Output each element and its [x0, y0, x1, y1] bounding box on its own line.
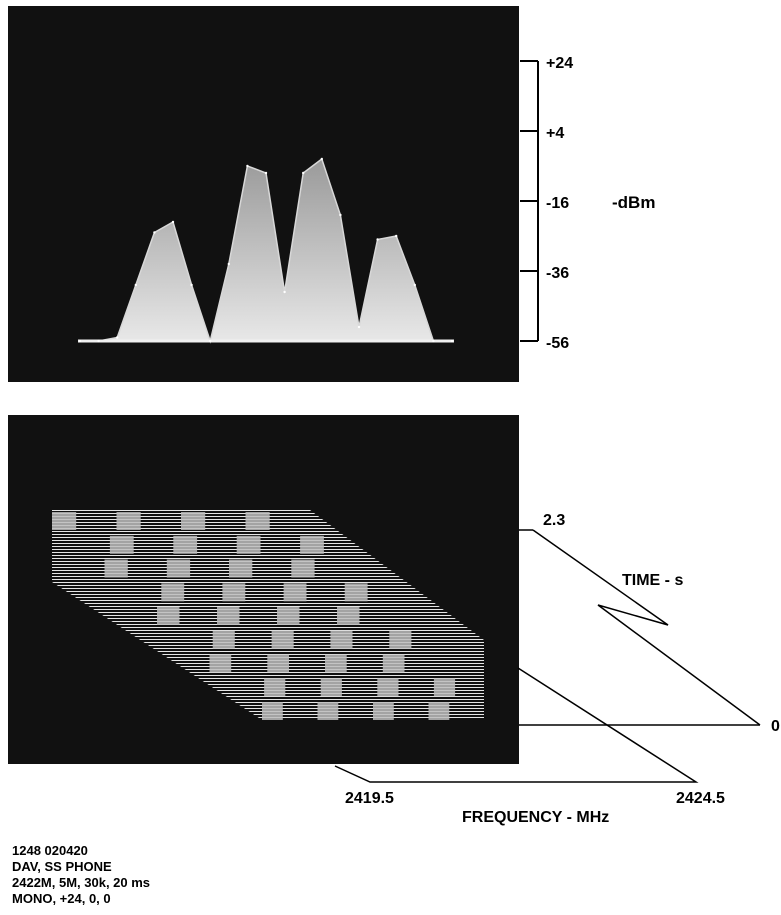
dbm-tick-label: +4	[546, 125, 564, 142]
waterfall-block	[212, 630, 235, 649]
waterfall-block	[337, 607, 360, 625]
dbm-tick-label: +24	[546, 55, 573, 72]
waterfall-block	[267, 654, 289, 673]
waterfall-block	[116, 512, 141, 530]
waterfall-block	[433, 678, 456, 697]
note-line: MONO, +24, 0, 0	[12, 891, 111, 906]
waterfall-block	[229, 559, 253, 578]
spectrum-area	[80, 157, 452, 344]
spectrum-point	[153, 231, 156, 234]
waterfall-block	[271, 630, 294, 649]
spectrum-trace	[78, 157, 454, 344]
waterfall-block	[262, 702, 283, 720]
spectrum-point	[450, 339, 454, 343]
waterfall-block	[373, 702, 394, 720]
frequency-axis: 2419.5 2424.5 FREQUENCY - MHz	[334, 667, 725, 826]
spectrum-point	[116, 336, 119, 339]
waterfall-block	[109, 535, 134, 554]
spectrum-point	[395, 234, 398, 238]
waterfall-block	[181, 512, 206, 530]
waterfall-block	[161, 583, 185, 602]
spectrum-point	[432, 339, 435, 343]
spectrum-point	[78, 339, 82, 343]
waterfall-block	[157, 607, 180, 625]
spectrum-point	[283, 290, 286, 294]
spectrum-point	[246, 164, 249, 168]
spectrum-point	[302, 171, 305, 175]
dbm-tick-label: -16	[546, 195, 569, 212]
spectrum-point	[97, 339, 100, 343]
spectrum-point	[320, 157, 323, 161]
spectrum-point	[264, 171, 268, 175]
waterfall-block	[317, 702, 339, 720]
waterfall-block	[217, 607, 240, 625]
waterfall-block	[389, 630, 412, 649]
frequency-axis-line	[334, 667, 699, 783]
frequency-axis-label: FREQUENCY - MHz	[462, 809, 609, 826]
time-tick-label: 2.3	[543, 512, 565, 529]
spectrum-point	[209, 339, 212, 343]
waterfall-block	[173, 535, 198, 554]
dbm-unit-label: -dBm	[612, 193, 655, 212]
waterfall-block	[245, 512, 270, 530]
spectrum-point	[339, 213, 342, 217]
waterfall-block	[264, 678, 286, 697]
waterfall-block	[277, 607, 300, 625]
waterfall-blocks	[52, 512, 456, 720]
waterfall-block	[166, 559, 191, 578]
waterfall-block	[209, 654, 232, 673]
waterfall-block	[222, 583, 246, 602]
waterfall-plane	[52, 510, 484, 720]
spectrum-point	[134, 283, 137, 287]
acquisition-notes: 1248 020420 DAV, SS PHONE 2422M, 5M, 30k…	[12, 843, 150, 907]
time-tick-label: 0	[771, 718, 780, 735]
dbm-scale: +24 +4 -16 -36 -56 -dBm	[520, 55, 655, 352]
waterfall-block	[428, 702, 450, 720]
waterfall-block	[236, 535, 261, 554]
waterfall-block	[320, 678, 342, 697]
note-line: 2422M, 5M, 30k, 20 ms	[12, 875, 151, 890]
spectrum-point	[376, 238, 379, 241]
note-line: 1248 020420	[12, 843, 88, 858]
waterfall-block	[344, 583, 368, 602]
waterfall-block	[330, 630, 353, 649]
spectrum-point	[413, 283, 416, 287]
waterfall-block	[52, 512, 77, 530]
waterfall-block	[382, 654, 405, 673]
spectrum-point	[190, 283, 193, 287]
waterfall-block	[300, 535, 324, 554]
waterfall-block	[283, 583, 307, 602]
waterfall-block	[104, 559, 128, 578]
time-axis-line	[532, 529, 761, 726]
waterfall-block	[325, 654, 347, 673]
time-axis-label: TIME - s	[622, 572, 683, 589]
time-axis: 2.3 TIME - s 0	[519, 512, 780, 735]
waterfall-block	[291, 559, 315, 578]
note-line: DAV, SS PHONE	[12, 859, 112, 874]
spectrum-point	[171, 220, 175, 224]
frequency-tick-label: 2424.5	[676, 790, 725, 807]
dbm-tick-label: -36	[546, 265, 569, 282]
spectrum-point	[227, 262, 230, 266]
frequency-tick-label: 2419.5	[345, 790, 394, 807]
waterfall-block	[377, 678, 399, 697]
dbm-tick-label: -56	[546, 335, 569, 352]
waterfall-surface	[52, 510, 484, 720]
spectrum-point	[357, 325, 361, 329]
